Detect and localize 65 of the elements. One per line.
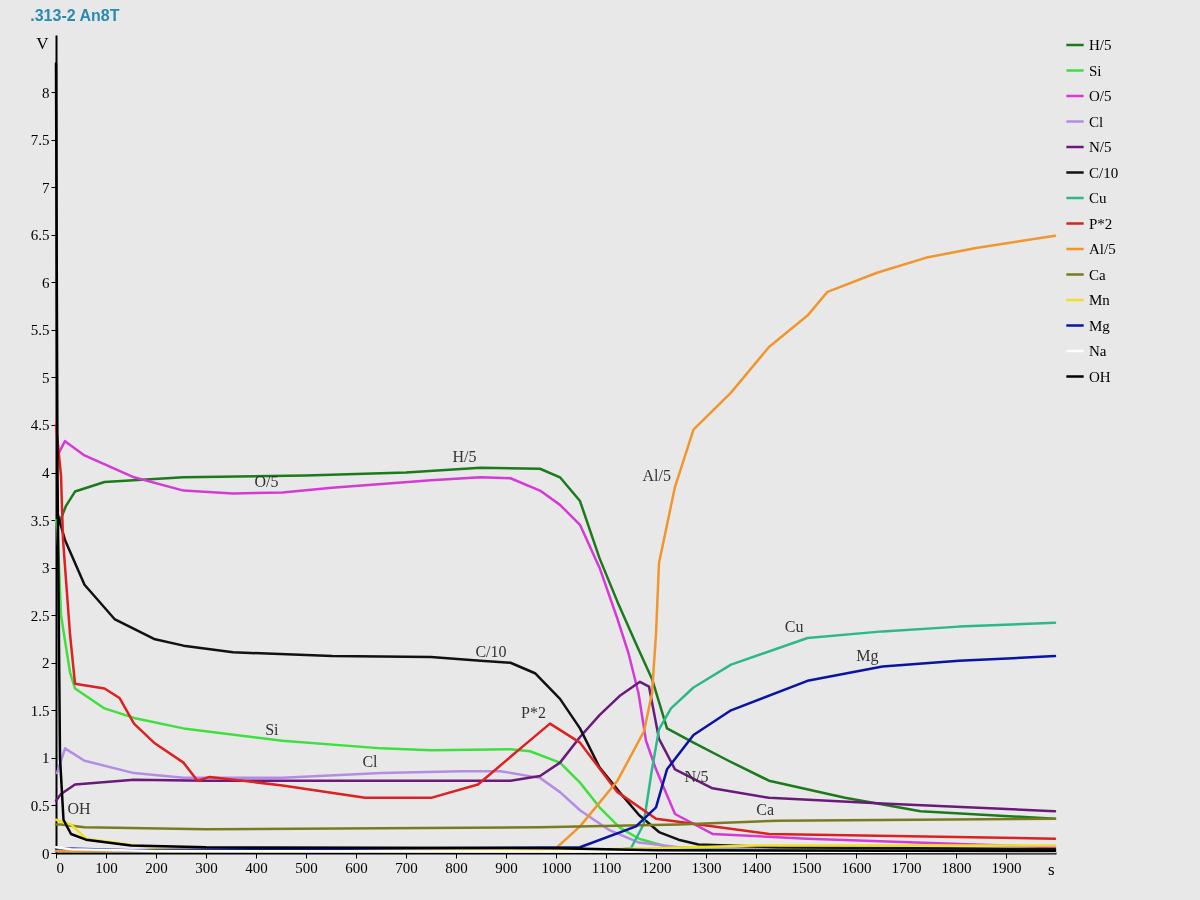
y-tick-label: 2 [42, 655, 50, 672]
x-tick-label: 1900 [991, 859, 1022, 876]
annotation: Cu [784, 618, 804, 636]
x-tick-label: 400 [245, 859, 268, 876]
y-tick-label: 3 [42, 560, 50, 577]
legend-label: Na [1089, 343, 1107, 359]
y-tick-label: 6.5 [30, 227, 50, 244]
x-tick-label: 500 [295, 859, 318, 876]
annotation: C/10 [475, 642, 507, 660]
y-tick-label: 8 [42, 84, 50, 101]
x-tick-label: 1400 [741, 859, 772, 876]
legend-label: N/5 [1089, 139, 1112, 155]
x-tick-label: 200 [145, 859, 168, 876]
x-tick-label: 600 [345, 859, 368, 876]
x-tick-label: 1800 [941, 859, 972, 876]
x-tick-label: 800 [445, 859, 468, 876]
annotation: Al/5 [642, 466, 671, 484]
legend-label: C/10 [1089, 164, 1119, 181]
x-tick-label: 1100 [591, 859, 622, 876]
legend-label: Mn [1089, 292, 1111, 308]
x-tick-label: 0 [56, 859, 64, 876]
annotation: O/5 [254, 472, 279, 490]
y-tick-label: 5.5 [30, 322, 50, 339]
x-tick-label: 300 [195, 859, 218, 876]
x-tick-label: 1000 [541, 859, 572, 876]
y-tick-label: 7.5 [30, 132, 50, 149]
y-tick-label: 1.5 [30, 702, 50, 719]
x-tick-label: 1200 [641, 859, 672, 876]
annotation: P*2 [521, 703, 546, 721]
legend-label: Cu [1089, 190, 1107, 206]
legend-label: Al/5 [1089, 241, 1116, 257]
annotation: Cl [362, 753, 379, 771]
annotation: OH [67, 799, 92, 817]
legend-label: H/5 [1089, 37, 1112, 53]
y-tick-label: 3.5 [30, 512, 50, 529]
x-axis-title: s [1047, 859, 1055, 879]
x-tick-label: 1700 [891, 859, 922, 876]
x-tick-label: 1600 [841, 859, 872, 876]
legend-label: Mg [1089, 317, 1111, 334]
legend-label: OH [1089, 368, 1111, 385]
y-tick-label: 2.5 [30, 607, 50, 624]
legend-label: Si [1089, 62, 1102, 79]
x-tick-label: 1300 [691, 859, 722, 876]
y-tick-label: 4.5 [30, 417, 50, 434]
x-tick-label: 700 [395, 859, 418, 876]
y-tick-label: 4 [42, 465, 50, 482]
y-axis-title: V [36, 33, 50, 53]
annotation: Mg [856, 646, 879, 665]
y-tick-label: 7 [42, 179, 50, 196]
y-tick-label: 1 [42, 750, 50, 767]
x-tick-label: 1500 [791, 859, 822, 876]
annotation: Si [265, 720, 280, 738]
y-tick-label: 0.5 [30, 797, 50, 814]
annotation: Ca [756, 800, 774, 818]
legend-label: O/5 [1089, 88, 1112, 104]
y-tick-label: 5 [42, 369, 50, 386]
y-tick-label: 6 [42, 274, 50, 291]
legend-label: P*2 [1089, 215, 1113, 232]
legend-label: Ca [1089, 266, 1106, 283]
annotation: H/5 [452, 447, 477, 465]
legend-label: Cl [1089, 113, 1104, 130]
x-tick-label: 100 [95, 859, 118, 876]
chart-title: .313-2 An8T [30, 7, 120, 24]
x-tick-label: 900 [495, 859, 518, 876]
y-tick-label: 0 [42, 845, 50, 862]
